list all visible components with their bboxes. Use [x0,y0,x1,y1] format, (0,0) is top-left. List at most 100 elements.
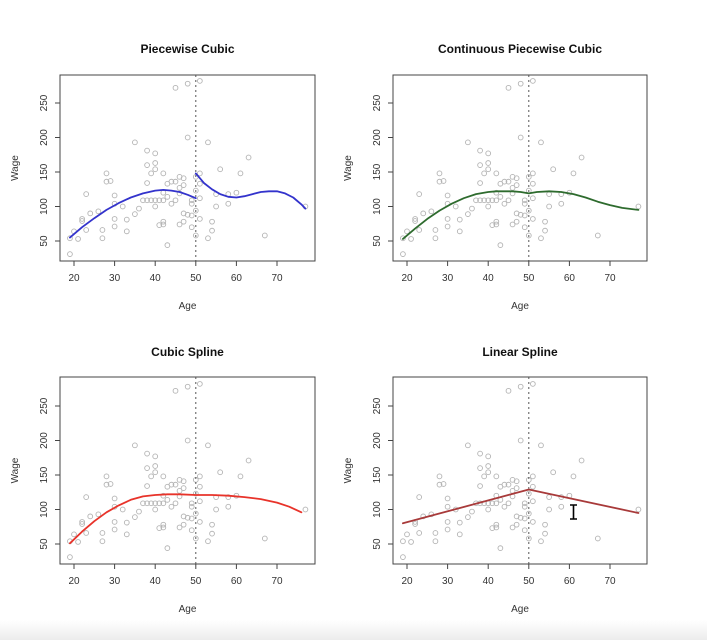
data-point [160,473,167,480]
data-point [225,200,232,207]
data-point [217,166,224,173]
data-point [192,535,199,542]
data-point [144,162,150,168]
data-point [444,216,451,222]
plot-frame [392,74,648,262]
y-tick-label: 250 [39,94,50,111]
data-point [428,208,435,215]
data-point [152,453,159,460]
x-tick-label: 40 [150,576,162,587]
data-point [245,457,252,464]
data-point [136,508,142,515]
data-point [497,545,504,551]
data-point [558,503,565,510]
data-point [160,500,167,507]
data-point [493,218,500,225]
data-point [144,483,150,489]
data-point [197,498,203,505]
fit-curve [401,190,640,240]
data-point [152,506,159,513]
data-point [213,506,219,513]
data-point [75,539,81,545]
data-point [432,538,439,545]
data-point [99,235,106,242]
data-point [132,514,138,520]
data-point [111,223,118,230]
data-point [542,227,548,234]
data-point [107,481,114,487]
data-point [530,216,536,222]
data-point [485,203,492,210]
plot-frame [392,376,648,565]
data-point [513,182,520,188]
data-point [489,525,496,531]
x-tick-label: 30 [109,576,121,587]
data-point [485,150,492,157]
y-tick-label: 100 [39,198,50,215]
y-tick-label: 200 [372,432,383,449]
data-point [119,506,126,513]
data-point [197,170,203,177]
data-point [489,500,496,507]
data-point [493,221,500,228]
data-point [180,175,187,182]
y-tick-label: 150 [39,466,50,483]
data-point [521,515,528,522]
data-point [635,506,642,513]
data-point [489,222,496,228]
data-point [79,521,85,527]
data-point [513,175,520,182]
data-point [404,531,410,538]
data-point [485,166,492,173]
data-point [140,197,146,204]
data-point [400,554,406,560]
y-tick-label: 150 [372,163,383,180]
x-tick-label: 20 [68,576,80,587]
data-point [412,521,418,527]
data-point [550,469,557,476]
fit-curve [69,493,303,545]
data-point [440,178,447,184]
data-point [192,187,199,194]
data-point [205,139,211,146]
data-point [477,197,483,204]
data-point [83,494,90,500]
data-point [538,442,544,449]
data-point [152,500,159,507]
data-point [176,488,183,494]
data-point [168,481,175,488]
data-point [144,147,150,154]
data-point [436,473,443,480]
y-axis-label: Wage [343,155,354,181]
text-cursor-icon [570,504,577,520]
data-point [156,500,163,507]
data-point [152,469,159,476]
data-point [67,554,73,560]
data-point [432,227,439,233]
data-point [188,527,195,534]
data-point [184,514,191,521]
data-point [197,180,203,187]
data-point [184,383,191,390]
data-point [489,197,496,204]
chart-title: Piecewise Cubic [140,42,234,56]
data-point [444,223,451,230]
data-point [517,514,524,521]
data-point [111,526,118,533]
x-tick-label: 60 [564,273,576,284]
y-tick-label: 100 [372,501,383,518]
data-point [164,242,171,248]
data-point [192,232,199,239]
data-point [517,80,524,87]
x-tick-label: 20 [68,273,80,284]
data-point [225,503,232,510]
data-point [83,227,90,233]
data-point [465,514,471,520]
y-axis-label: Wage [10,155,21,181]
data-point [188,500,195,507]
data-point [245,154,252,161]
data-point [205,442,211,449]
data-point [505,178,512,185]
data-point [493,500,500,507]
